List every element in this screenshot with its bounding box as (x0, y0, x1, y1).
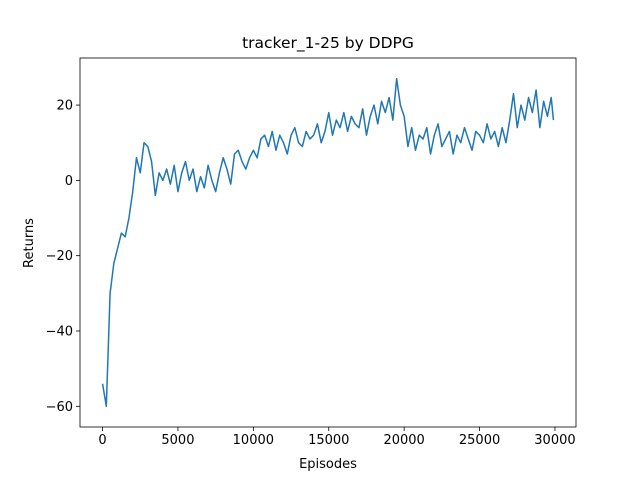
y-axis-label: Returns (22, 218, 37, 268)
x-tick-label: 20000 (383, 433, 424, 448)
y-tick-label: 0 (65, 174, 73, 189)
x-tick-label: 30000 (534, 433, 575, 448)
x-tick-label: 5000 (161, 433, 194, 448)
x-tick-label: 10000 (233, 433, 274, 448)
chart-title: tracker_1-25 by DDPG (242, 34, 414, 53)
plot-frame (79, 57, 577, 428)
y-tick-label: −40 (46, 324, 73, 339)
y-tick-label: 20 (56, 99, 73, 114)
line-series (101, 77, 555, 408)
x-tick-label: 25000 (459, 433, 500, 448)
x-tick-label: 15000 (308, 433, 349, 448)
x-tick-label: 0 (98, 433, 106, 448)
y-tick-label: −20 (46, 249, 73, 264)
y-tick-label: −60 (46, 400, 73, 415)
x-axis-label: Episodes (299, 457, 357, 472)
